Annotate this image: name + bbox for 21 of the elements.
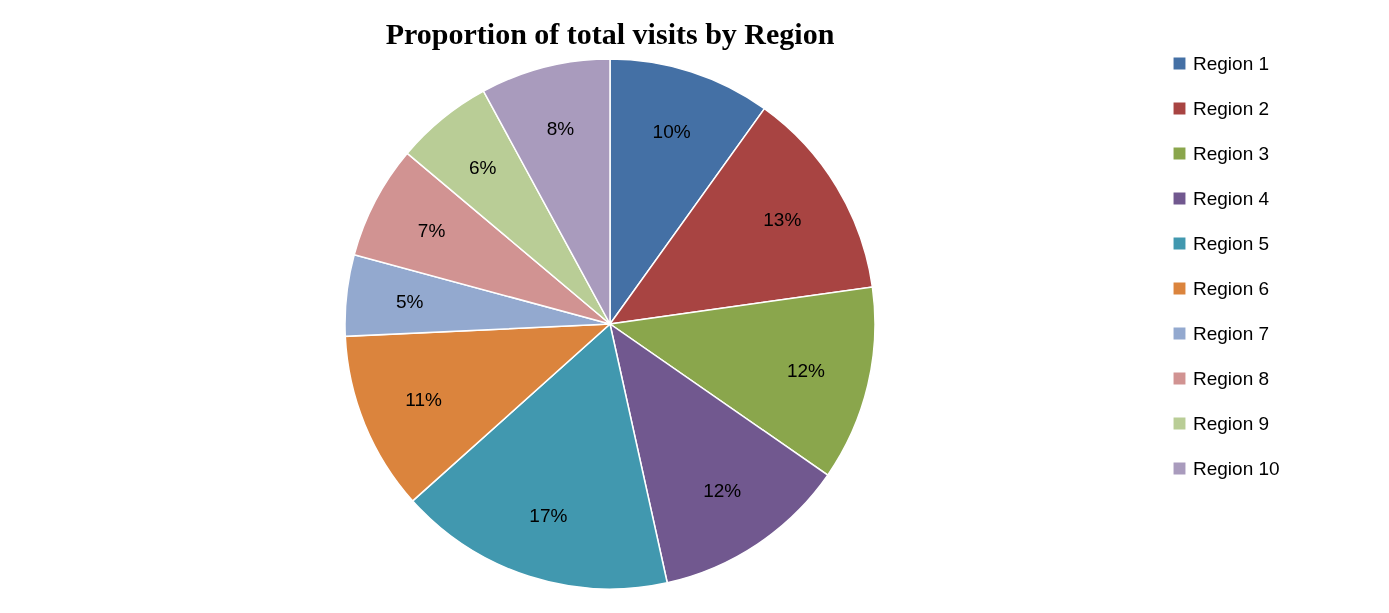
data-label: 11% (405, 389, 443, 411)
data-label: 7% (417, 219, 446, 241)
legend-label: Region 7 (1193, 322, 1270, 344)
data-label: 6% (468, 156, 497, 178)
legend-label: Region 10 (1193, 457, 1280, 479)
legend-label: Region 8 (1193, 367, 1270, 389)
legend-label: Region 4 (1193, 187, 1270, 209)
data-label: 5% (396, 291, 424, 313)
legend-label: Region 6 (1193, 277, 1270, 299)
chart-title: Proportion of total visits by Region (385, 17, 835, 50)
data-label: 12% (703, 480, 742, 502)
data-label: 8% (546, 117, 575, 139)
legend-label: Region 3 (1193, 142, 1270, 164)
data-label: 10% (652, 121, 691, 143)
legend-label: Region 9 (1193, 412, 1270, 434)
legend-label: Region 1 (1193, 52, 1270, 74)
legend-label: Region 5 (1193, 232, 1270, 254)
data-label: 17% (529, 504, 568, 526)
legend-label: Region 2 (1193, 97, 1270, 119)
data-label: 13% (763, 208, 802, 230)
data-label: 12% (786, 359, 826, 381)
